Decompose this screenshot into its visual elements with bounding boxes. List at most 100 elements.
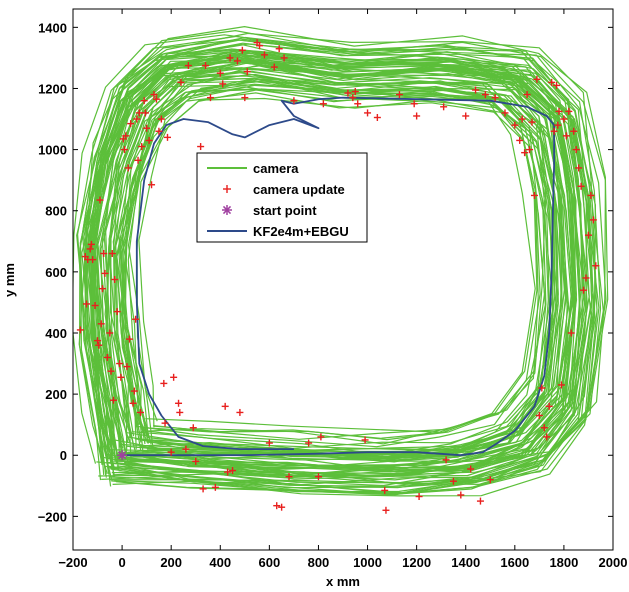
camera-update-marker — [589, 216, 597, 224]
camera-update-marker — [150, 91, 158, 99]
camera-loop — [118, 73, 536, 433]
camera-loop — [138, 80, 547, 441]
x-tick-label: −200 — [58, 555, 87, 570]
camera-update-marker — [123, 363, 131, 371]
x-tick-label: 600 — [259, 555, 281, 570]
camera-update-marker — [462, 112, 470, 120]
camera-update-marker — [256, 42, 264, 50]
camera-update-marker — [511, 121, 519, 129]
camera-update-marker — [199, 485, 207, 493]
camera-update-marker — [148, 181, 156, 189]
camera-update-marker — [516, 136, 524, 144]
y-tick-label: 1000 — [38, 143, 67, 158]
camera-update-marker — [116, 360, 124, 368]
camera-update-marker — [108, 250, 116, 258]
x-tick-label: 1800 — [549, 555, 578, 570]
camera-loop — [81, 52, 604, 497]
camera-update-marker — [184, 62, 192, 70]
camera-update-marker — [280, 54, 288, 62]
camera-update-marker — [265, 439, 273, 447]
camera-loop — [122, 70, 546, 445]
x-tick-label: 1400 — [451, 555, 480, 570]
legend-camera-update-label: camera update — [253, 182, 345, 197]
camera-update-marker — [381, 486, 389, 494]
camera-update-marker — [526, 146, 534, 154]
camera-loop — [123, 83, 554, 457]
legend-start-point-label: start point — [253, 203, 317, 218]
x-tick-label: 1000 — [353, 555, 382, 570]
camera-update-marker — [233, 57, 241, 65]
camera-update-marker — [111, 276, 119, 283]
x-tick-label: 1600 — [500, 555, 529, 570]
camera-loop — [79, 52, 576, 487]
camera-loop — [88, 42, 602, 485]
camera-update-marker — [125, 335, 133, 343]
camera-loop — [77, 35, 598, 489]
camera-update-marker — [442, 456, 450, 464]
camera-loop — [120, 77, 563, 461]
camera-update-marker — [127, 120, 135, 128]
camera-update-marker — [413, 112, 421, 120]
camera-update-marker — [582, 274, 590, 282]
camera-update-marker — [260, 51, 268, 59]
camera-update-marker — [236, 408, 244, 416]
camera-loop — [119, 64, 574, 451]
camera-update-marker — [243, 68, 251, 76]
camera-update-marker — [530, 191, 538, 199]
camera-update-marker — [577, 182, 585, 190]
x-tick-label: 400 — [209, 555, 231, 570]
camera-update-marker — [305, 439, 313, 447]
camera-update-marker — [557, 381, 565, 389]
camera-loop — [115, 86, 546, 456]
camera-update-marker — [553, 81, 561, 89]
camera-update-marker — [167, 448, 175, 456]
camera-update-marker — [157, 115, 165, 123]
camera-update-marker — [87, 240, 95, 248]
camera-update-marker — [373, 114, 381, 122]
y-tick-label: 1400 — [38, 20, 67, 35]
camera-update-marker — [97, 320, 105, 328]
camera-loop — [79, 55, 588, 487]
camera-loop — [116, 84, 574, 478]
camera-update-marker — [100, 250, 108, 258]
camera-update-marker — [518, 115, 526, 123]
camera-loop — [113, 73, 568, 477]
camera-update-marker — [133, 115, 141, 123]
camera-update-marker — [211, 483, 219, 491]
camera-update-marker — [182, 445, 190, 453]
camera-update-marker — [415, 493, 423, 501]
axes-frame — [72, 8, 614, 551]
camera-update-marker — [501, 109, 509, 117]
camera-update-marker — [175, 399, 183, 407]
camera-update-marker — [101, 269, 109, 277]
camera-update-marker — [481, 91, 489, 99]
y-tick-label: 400 — [45, 326, 67, 341]
camera-update-marker — [129, 399, 137, 407]
camera-loop — [91, 59, 593, 494]
camera-update-marker — [521, 149, 529, 157]
camera-update-marker — [491, 94, 499, 102]
camera-update-marker — [317, 433, 325, 441]
camera-update-marker — [98, 285, 106, 293]
camera-update-marker — [145, 136, 153, 144]
camera-update-marker — [176, 408, 184, 416]
camera-update-marker — [192, 457, 200, 465]
camera-update-marker — [155, 127, 163, 135]
camera-update-marker — [160, 379, 168, 387]
y-axis-label: y mm — [2, 263, 17, 297]
camera-update-marker — [122, 132, 130, 140]
camera-update-marker — [273, 502, 281, 510]
camera-update-marker — [221, 402, 229, 410]
camera-update-marker — [202, 62, 210, 70]
camera-update-marker — [219, 80, 227, 88]
camera-update-marker — [110, 396, 117, 404]
camera-update-marker — [467, 465, 475, 473]
camera-update-marker — [543, 433, 551, 441]
camera-update-marker — [545, 402, 553, 410]
kf-trajectory-line — [122, 96, 555, 457]
ticks-layer: −200 0 200 400 600 800 1000 1200 1400 1600 1800 200… — [38, 9, 627, 570]
camera-update-marker — [554, 121, 562, 129]
camera-update-marker — [285, 473, 293, 481]
camera-update-marker — [575, 164, 583, 172]
camera-update-marker — [319, 100, 327, 108]
